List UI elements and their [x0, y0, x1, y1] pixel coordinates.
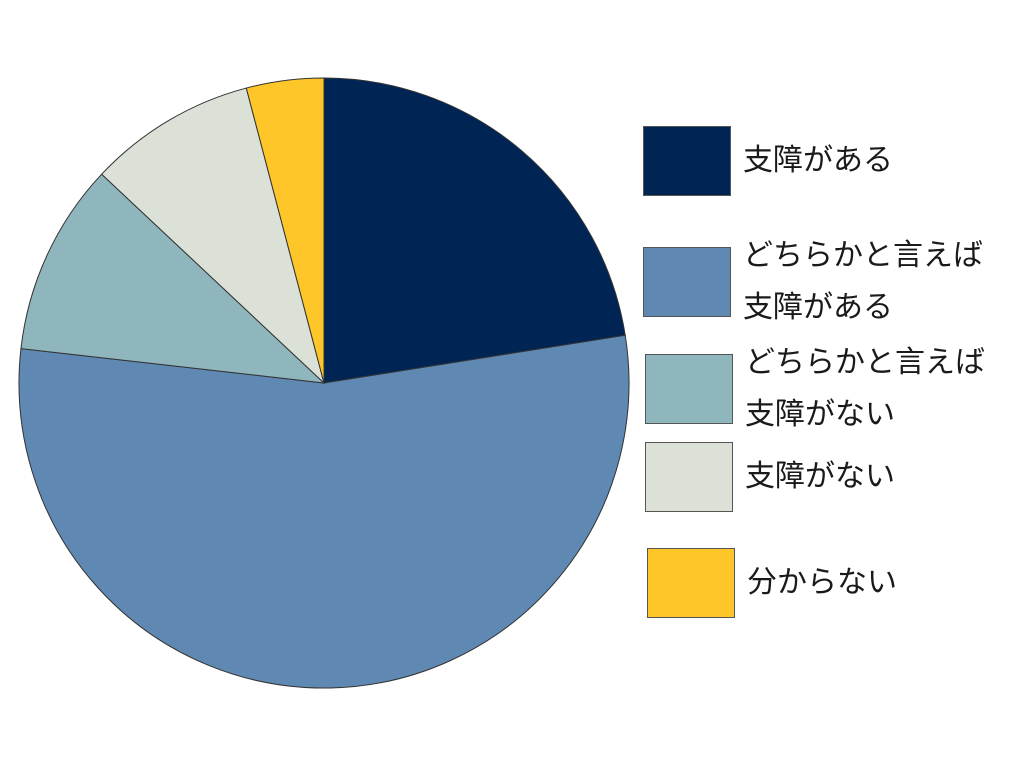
- legend-swatch-1: [643, 247, 731, 317]
- legend-swatch-4: [647, 548, 735, 618]
- pie-slice-0: [323, 77, 626, 384]
- legend-label-1: どちらかと言えば 支障がある: [743, 238, 983, 325]
- legend-swatch-3: [645, 442, 733, 512]
- legend-label-0: 支障がある: [743, 143, 893, 178]
- legend-label-4: 分からない: [747, 565, 897, 600]
- legend-item-4: 分からない: [647, 548, 897, 618]
- legend-item-3: 支障がない: [645, 442, 895, 512]
- pie-slice-1: [18, 334, 630, 689]
- legend-swatch-2: [645, 354, 733, 424]
- pie-slice-2: [20, 173, 326, 384]
- legend-item-2: どちらかと言えば 支障がない: [645, 337, 985, 441]
- legend-label-2: どちらかと言えば 支障がない: [745, 345, 985, 432]
- pie-slice-4: [245, 77, 325, 384]
- legend-item-1: どちらかと言えば 支障がある: [643, 230, 983, 334]
- legend-swatch-0: [643, 126, 731, 196]
- legend-label-3: 支障がない: [745, 459, 895, 494]
- legend-item-0: 支障がある: [643, 126, 893, 196]
- pie-slices: [18, 77, 630, 689]
- pie-slice-3: [100, 87, 325, 385]
